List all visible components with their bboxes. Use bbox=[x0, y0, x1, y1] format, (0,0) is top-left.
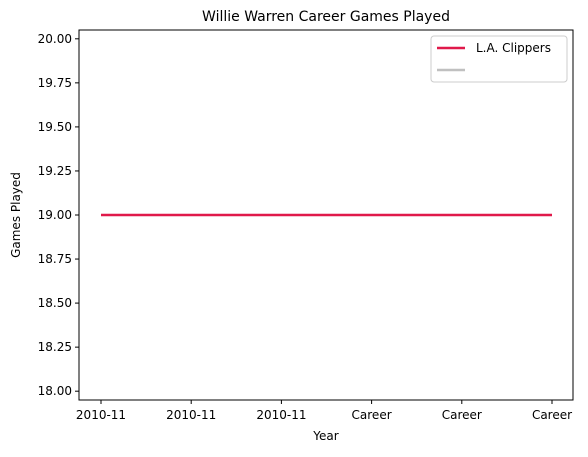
y-axis-label: Games Played bbox=[9, 172, 23, 258]
y-tick-label: 18.00 bbox=[38, 384, 72, 398]
legend-label-la-clippers: L.A. Clippers bbox=[476, 41, 551, 55]
y-tick-label: 19.50 bbox=[38, 120, 72, 134]
x-tick-label: 2010-11 bbox=[256, 408, 306, 422]
y-tick-label: 18.50 bbox=[38, 296, 72, 310]
legend: L.A. Clippers bbox=[431, 36, 567, 82]
y-tick-label: 19.00 bbox=[38, 208, 72, 222]
y-tick-label: 20.00 bbox=[38, 32, 72, 46]
x-tick-label: Career bbox=[442, 408, 482, 422]
y-tick-label: 18.75 bbox=[38, 252, 72, 266]
x-axis-label: Year bbox=[312, 429, 338, 443]
chart-title: Willie Warren Career Games Played bbox=[202, 9, 450, 25]
x-tick-label: 2010-11 bbox=[76, 408, 126, 422]
x-tick-label: Career bbox=[352, 408, 392, 422]
x-tick-label: 2010-11 bbox=[166, 408, 216, 422]
y-tick-label: 19.75 bbox=[38, 76, 72, 90]
y-tick-label: 19.25 bbox=[38, 164, 72, 178]
x-tick-label: Career bbox=[532, 408, 572, 422]
y-tick-label: 18.25 bbox=[38, 340, 72, 354]
